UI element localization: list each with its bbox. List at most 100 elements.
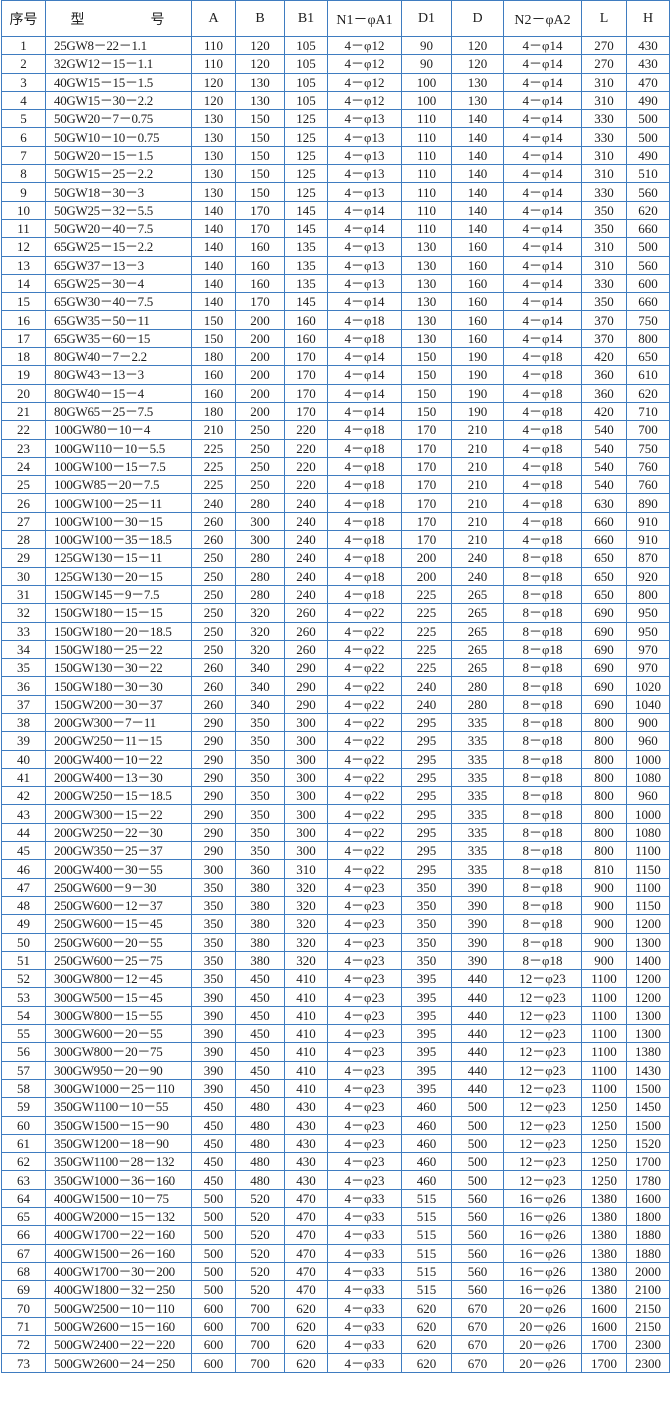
cell-index: 15 bbox=[1, 292, 46, 312]
cell-d1: 395 bbox=[401, 1024, 452, 1044]
table-row: 11 50GW20－40－7.5 140 170 145 4－φ14 110 140 4－φ14… bbox=[1, 218, 670, 239]
cell-a: 140 bbox=[191, 273, 236, 294]
cell-b: 150 bbox=[235, 164, 285, 184]
header-d1: D1 bbox=[401, 0, 452, 37]
cell-d1: 225 bbox=[401, 603, 452, 623]
cell-b: 700 bbox=[235, 1353, 285, 1373]
cell-l: 800 bbox=[581, 822, 627, 843]
cell-model: 400GW2000－15－132 bbox=[45, 1206, 192, 1227]
cell-l: 1250 bbox=[581, 1115, 627, 1135]
table-row: 67 400GW1500－26－160 500 520 470 4－φ33 515 560 16… bbox=[1, 1243, 670, 1263]
cell-d: 140 bbox=[451, 200, 504, 220]
cell-l: 350 bbox=[581, 292, 627, 312]
cell-n1-a1: 4－φ18 bbox=[327, 566, 402, 586]
cell-n1-a1: 4－φ23 bbox=[327, 1078, 402, 1099]
cell-a: 240 bbox=[191, 493, 236, 513]
cell-b1: 135 bbox=[284, 255, 328, 275]
cell-n2-a2: 8－φ18 bbox=[503, 676, 582, 696]
cell-model: 200GW400－13－30 bbox=[45, 767, 192, 788]
cell-d1: 395 bbox=[401, 1078, 452, 1099]
cell-n1-a1: 4－φ23 bbox=[327, 1152, 402, 1172]
cell-index: 41 bbox=[1, 767, 46, 788]
table-row: 57 300GW950－20－90 390 450 410 4－φ23 395 440 12－φ… bbox=[1, 1060, 670, 1080]
cell-d1: 515 bbox=[401, 1206, 452, 1227]
cell-n1-a1: 4－φ22 bbox=[327, 676, 402, 696]
cell-index: 3 bbox=[1, 72, 46, 92]
table-row: 46 200GW400－30－55 300 360 310 4－φ22 295 335 8－φ1… bbox=[1, 859, 670, 879]
cell-l: 650 bbox=[581, 584, 627, 605]
cell-b1: 300 bbox=[284, 841, 328, 861]
cell-d: 500 bbox=[451, 1097, 504, 1117]
cell-model: 50GW25－32－5.5 bbox=[45, 200, 192, 220]
cell-h: 950 bbox=[626, 621, 670, 641]
cell-b: 200 bbox=[235, 328, 285, 349]
cell-d1: 170 bbox=[401, 511, 452, 532]
cell-d: 265 bbox=[451, 603, 504, 623]
table-row: 17 65GW35－60－15 150 200 160 4－φ18 130 160 4－φ14 3… bbox=[1, 328, 670, 349]
cell-index: 8 bbox=[1, 164, 46, 184]
cell-d1: 350 bbox=[401, 895, 452, 916]
cell-b: 450 bbox=[235, 1024, 285, 1044]
cell-model: 500GW2600－24－250 bbox=[45, 1353, 192, 1373]
cell-a: 140 bbox=[191, 292, 236, 312]
table-row: 73 500GW2600－24－250 600 700 620 4－φ33 620 670 20… bbox=[1, 1353, 670, 1373]
cell-index: 22 bbox=[1, 420, 46, 440]
cell-model: 50GW18－30－3 bbox=[45, 182, 192, 202]
cell-model: 250GW600－12－37 bbox=[45, 895, 192, 916]
cell-d1: 150 bbox=[401, 347, 452, 367]
cell-n1-a1: 4－φ13 bbox=[327, 182, 402, 202]
cell-b1: 620 bbox=[284, 1298, 328, 1318]
cell-model: 65GW25－30－4 bbox=[45, 273, 192, 294]
table-row: 62 350GW1100－28－132 450 480 430 4－φ23 460 500 12… bbox=[1, 1152, 670, 1172]
cell-l: 1380 bbox=[581, 1225, 627, 1245]
cell-l: 540 bbox=[581, 420, 627, 440]
cell-n1-a1: 4－φ23 bbox=[327, 1024, 402, 1044]
cell-b1: 220 bbox=[284, 420, 328, 440]
cell-h: 490 bbox=[626, 145, 670, 166]
cell-d: 500 bbox=[451, 1170, 504, 1190]
cell-model: 100GW100－30－15 bbox=[45, 511, 192, 532]
cell-l: 1250 bbox=[581, 1152, 627, 1172]
cell-n2-a2: 12－φ23 bbox=[503, 1115, 582, 1135]
cell-b: 520 bbox=[235, 1225, 285, 1245]
cell-l: 630 bbox=[581, 493, 627, 513]
cell-d: 440 bbox=[451, 1042, 504, 1062]
cell-index: 39 bbox=[1, 731, 46, 751]
cell-d1: 620 bbox=[401, 1316, 452, 1337]
cell-l: 1380 bbox=[581, 1261, 627, 1282]
table-row: 66 400GW1700－22－160 500 520 470 4－φ33 515 560 16… bbox=[1, 1225, 670, 1245]
cell-n1-a1: 4－φ18 bbox=[327, 584, 402, 605]
cell-n2-a2: 8－φ18 bbox=[503, 621, 582, 641]
cell-a: 160 bbox=[191, 383, 236, 403]
cell-n2-a2: 8－φ18 bbox=[503, 841, 582, 861]
cell-h: 2100 bbox=[626, 1280, 670, 1300]
cell-index: 11 bbox=[1, 218, 46, 239]
header-model: 型 号 bbox=[45, 0, 192, 37]
cell-d: 335 bbox=[451, 731, 504, 751]
cell-b1: 430 bbox=[284, 1097, 328, 1117]
cell-d1: 90 bbox=[401, 54, 452, 74]
cell-d1: 395 bbox=[401, 987, 452, 1007]
cell-model: 500GW2500－10－110 bbox=[45, 1298, 192, 1318]
cell-model: 350GW1100－28－132 bbox=[45, 1152, 192, 1172]
table-row: 5 50GW20－7－0.75 130 150 125 4－φ13 110 140 4－φ14 3… bbox=[1, 109, 670, 129]
cell-n1-a1: 4－φ23 bbox=[327, 895, 402, 916]
table-row: 8 50GW15－25－2.2 130 150 125 4－φ13 110 140 4－φ14 3… bbox=[1, 164, 670, 184]
cell-index: 72 bbox=[1, 1335, 46, 1355]
cell-d: 190 bbox=[451, 365, 504, 385]
cell-b: 250 bbox=[235, 438, 285, 458]
cell-n1-a1: 4－φ14 bbox=[327, 365, 402, 385]
cell-h: 2150 bbox=[626, 1298, 670, 1318]
table-row: 65 400GW2000－15－132 500 520 470 4－φ33 515 560 16… bbox=[1, 1206, 670, 1227]
cell-l: 270 bbox=[581, 35, 627, 56]
cell-n2-a2: 4－φ14 bbox=[503, 310, 582, 330]
cell-n2-a2: 4－φ18 bbox=[503, 438, 582, 458]
cell-index: 6 bbox=[1, 127, 46, 147]
cell-index: 5 bbox=[1, 109, 46, 129]
cell-d: 160 bbox=[451, 237, 504, 257]
cell-index: 27 bbox=[1, 511, 46, 532]
cell-b: 380 bbox=[235, 895, 285, 916]
cell-h: 960 bbox=[626, 786, 670, 806]
table-row: 28 100GW100－35－18.5 260 300 240 4－φ18 170 210 4－… bbox=[1, 530, 670, 550]
cell-b: 200 bbox=[235, 347, 285, 367]
